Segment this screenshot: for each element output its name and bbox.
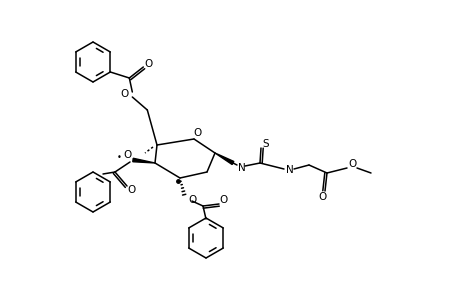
Text: O: O (128, 185, 136, 195)
Text: N: N (238, 163, 246, 173)
Text: O: O (348, 159, 356, 169)
Text: O: O (189, 195, 197, 205)
Text: O: O (193, 128, 202, 138)
Text: •: • (116, 154, 121, 163)
Text: O: O (318, 192, 326, 202)
Text: O: O (144, 59, 152, 69)
Polygon shape (133, 158, 155, 163)
Text: S: S (262, 139, 269, 149)
Text: O: O (123, 150, 132, 160)
Text: N: N (285, 165, 293, 175)
Polygon shape (214, 153, 233, 164)
Text: O: O (120, 89, 128, 99)
Text: O: O (219, 195, 228, 205)
